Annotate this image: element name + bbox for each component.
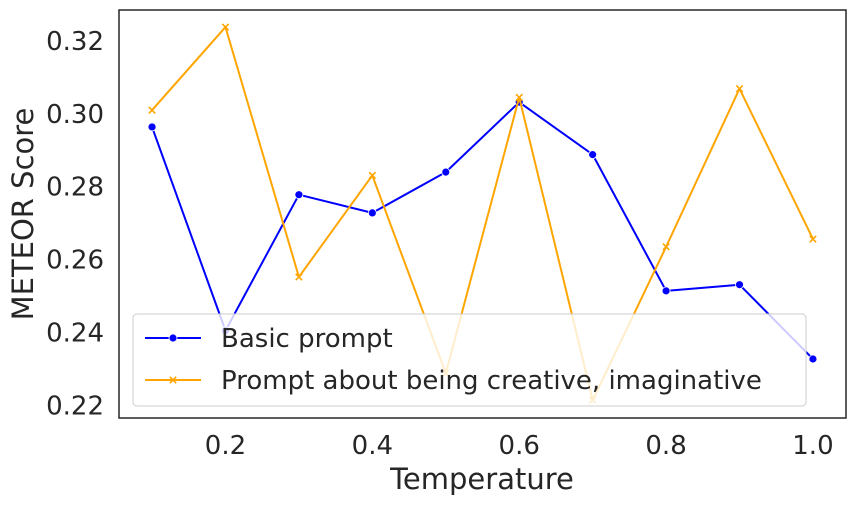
data-point xyxy=(368,171,377,180)
x-axis-label: Temperature xyxy=(389,462,574,496)
x-axis-ticks: 0.2 0.4 0.6 0.8 1.0 xyxy=(205,431,834,461)
legend-entries xyxy=(145,333,201,384)
data-point xyxy=(147,122,157,132)
data-point xyxy=(808,354,818,364)
x-tick-label: 0.2 xyxy=(205,431,246,461)
x-tick-label: 0.4 xyxy=(352,431,393,461)
series-line-basic xyxy=(151,101,814,360)
y-tick-label: 0.30 xyxy=(46,100,104,130)
y-tick-label: 0.24 xyxy=(46,318,104,348)
legend-box xyxy=(132,313,807,407)
data-point xyxy=(441,167,451,177)
y-tick-label: 0.28 xyxy=(46,173,104,203)
data-point xyxy=(221,23,230,31)
data-point xyxy=(148,106,156,114)
plot-frame xyxy=(118,9,847,419)
series-line-creative xyxy=(151,26,814,402)
data-point xyxy=(809,235,817,243)
data-point xyxy=(662,243,670,251)
data-point xyxy=(295,273,303,281)
legend-marker xyxy=(168,333,178,343)
x-tick-label: 1.0 xyxy=(792,431,833,461)
legend-label-creative: Prompt about being creative, imaginative xyxy=(221,366,762,396)
data-point xyxy=(367,208,377,218)
data-point xyxy=(588,150,598,160)
y-axis-ticks: 0.22 0.24 0.26 0.28 0.30 0.32 xyxy=(46,27,104,421)
data-point xyxy=(735,280,744,290)
legend-label-basic: Basic prompt xyxy=(221,324,393,354)
x-tick-label: 0.6 xyxy=(499,431,540,461)
data-point xyxy=(294,190,304,200)
data-point xyxy=(515,93,523,102)
y-tick-label: 0.22 xyxy=(46,391,104,421)
data-point xyxy=(661,286,671,296)
legend: Basic prompt Prompt about being creative… xyxy=(132,313,807,407)
y-tick-label: 0.32 xyxy=(46,27,104,57)
legend-marker xyxy=(169,376,177,384)
y-tick-label: 0.26 xyxy=(46,246,104,276)
data-point xyxy=(735,84,744,93)
x-tick-label: 0.8 xyxy=(645,431,686,461)
y-axis-label: METEOR Score xyxy=(6,108,40,321)
